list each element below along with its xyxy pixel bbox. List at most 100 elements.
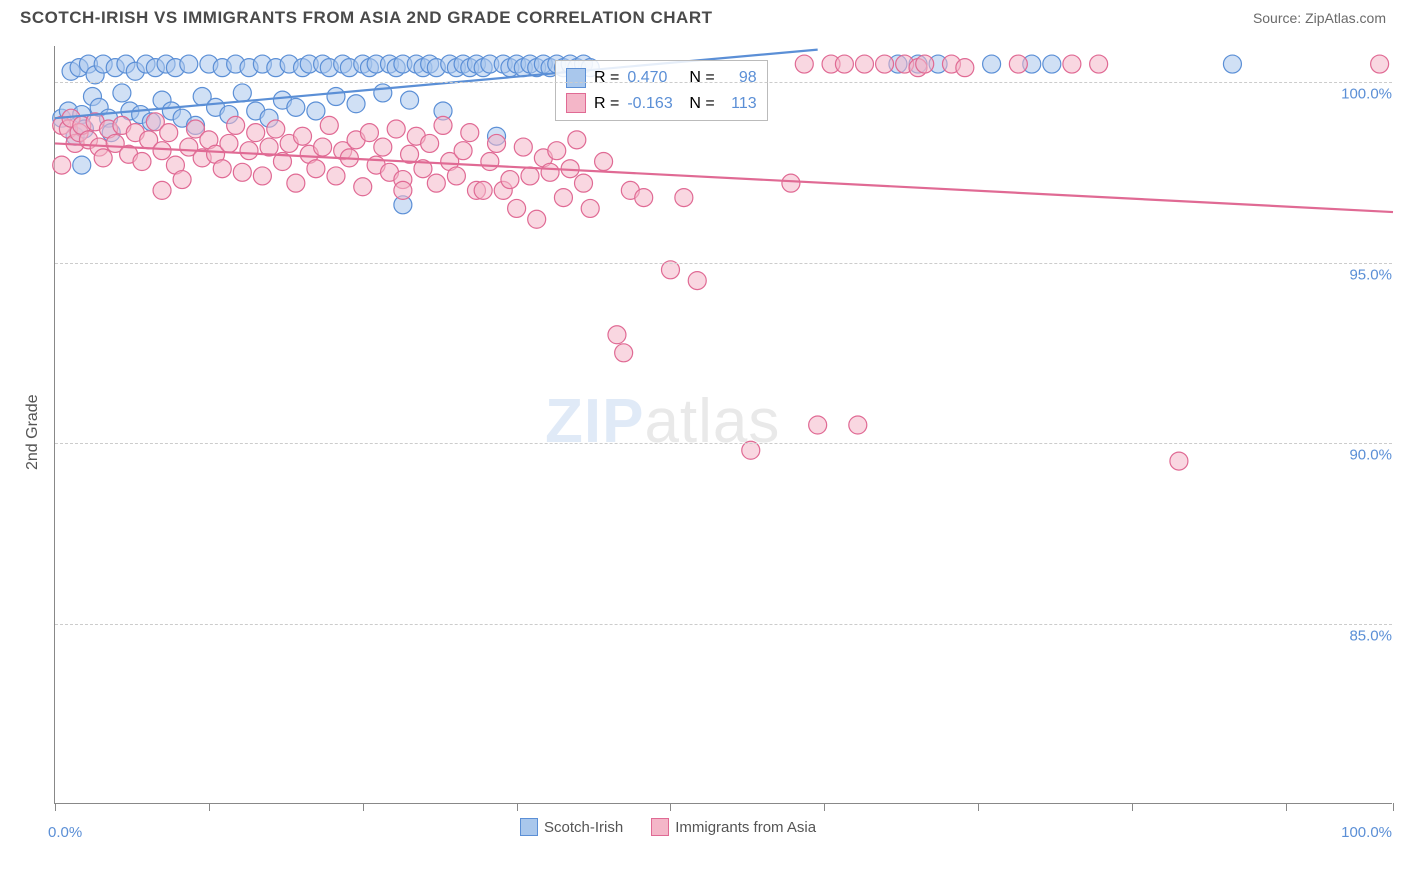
data-point	[488, 134, 506, 152]
data-point	[153, 142, 171, 160]
x-tick	[1393, 803, 1394, 811]
data-point	[307, 102, 325, 120]
correlation-stats-box: R = 0.470 N = 98 R = -0.163 N = 113	[555, 60, 768, 121]
data-point	[227, 116, 245, 134]
data-point	[1063, 55, 1081, 73]
data-point	[508, 199, 526, 217]
data-point	[387, 120, 405, 138]
data-point	[320, 116, 338, 134]
gridline	[55, 82, 1392, 83]
legend-item-2: Immigrants from Asia	[651, 818, 816, 836]
x-axis-min-label: 0.0%	[48, 824, 82, 841]
data-point	[521, 167, 539, 185]
stats-swatch-2	[566, 93, 586, 113]
data-point	[849, 416, 867, 434]
x-tick	[55, 803, 56, 811]
title-bar: SCOTCH-IRISH VS IMMIGRANTS FROM ASIA 2ND…	[0, 0, 1406, 32]
data-point	[474, 181, 492, 199]
data-point	[809, 416, 827, 434]
data-point	[287, 174, 305, 192]
data-point	[233, 163, 251, 181]
data-point	[795, 55, 813, 73]
r-value: -0.163	[627, 91, 681, 117]
y-tick-label: 90.0%	[1347, 447, 1394, 464]
r-label: R =	[594, 91, 619, 117]
data-point	[427, 174, 445, 192]
data-point	[73, 156, 91, 174]
data-point	[180, 55, 198, 73]
data-point	[354, 178, 372, 196]
data-point	[247, 124, 265, 142]
data-point	[916, 55, 934, 73]
data-point	[635, 189, 653, 207]
data-point	[213, 160, 231, 178]
data-point	[233, 84, 251, 102]
data-point	[374, 138, 392, 156]
data-point	[514, 138, 532, 156]
data-point	[421, 134, 439, 152]
data-point	[615, 344, 633, 362]
data-point	[835, 55, 853, 73]
data-point	[554, 189, 572, 207]
r-value: 0.470	[627, 65, 681, 91]
data-point	[434, 116, 452, 134]
data-point	[956, 59, 974, 77]
chart-title: SCOTCH-IRISH VS IMMIGRANTS FROM ASIA 2ND…	[20, 8, 712, 28]
data-point	[1223, 55, 1241, 73]
data-point	[314, 138, 332, 156]
data-point	[688, 272, 706, 290]
data-point	[160, 124, 178, 142]
data-point	[401, 91, 419, 109]
y-axis-title: 2nd Grade	[24, 394, 42, 470]
x-tick	[670, 803, 671, 811]
r-label: R =	[594, 65, 619, 91]
chart-plot-area: ZIPatlas R = 0.470 N = 98 R = -0.163 N =…	[54, 46, 1392, 804]
data-point	[374, 84, 392, 102]
data-point	[454, 142, 472, 160]
data-point	[53, 156, 71, 174]
data-point	[173, 171, 191, 189]
x-tick	[1132, 803, 1133, 811]
data-point	[240, 142, 258, 160]
y-tick-label: 100.0%	[1339, 86, 1394, 103]
data-point	[220, 134, 238, 152]
data-point	[360, 124, 378, 142]
x-tick	[978, 803, 979, 811]
data-point	[461, 124, 479, 142]
data-point	[575, 174, 593, 192]
data-point	[294, 127, 312, 145]
x-axis-max-label: 100.0%	[1341, 824, 1392, 841]
n-label: N =	[689, 91, 714, 117]
data-point	[568, 131, 586, 149]
data-point	[608, 326, 626, 344]
data-point	[307, 160, 325, 178]
data-point	[501, 171, 519, 189]
legend-swatch-2	[651, 818, 669, 836]
x-tick	[363, 803, 364, 811]
stats-swatch-1	[566, 68, 586, 88]
x-tick	[209, 803, 210, 811]
data-point	[94, 149, 112, 167]
data-point	[876, 55, 894, 73]
data-point	[1371, 55, 1389, 73]
n-label: N =	[689, 65, 714, 91]
legend-label-1: Scotch-Irish	[544, 819, 623, 836]
data-point	[675, 189, 693, 207]
stats-row-2: R = -0.163 N = 113	[566, 91, 757, 117]
data-point	[528, 210, 546, 228]
data-point	[394, 181, 412, 199]
gridline	[55, 443, 1392, 444]
data-point	[983, 55, 1001, 73]
data-point	[447, 167, 465, 185]
data-point	[1170, 452, 1188, 470]
data-point	[581, 199, 599, 217]
y-tick-label: 95.0%	[1347, 266, 1394, 283]
gridline	[55, 263, 1392, 264]
legend: Scotch-Irish Immigrants from Asia	[520, 818, 816, 836]
data-point	[327, 167, 345, 185]
n-value: 113	[723, 91, 757, 117]
data-point	[113, 84, 131, 102]
data-point	[481, 153, 499, 171]
data-point	[347, 95, 365, 113]
gridline	[55, 624, 1392, 625]
